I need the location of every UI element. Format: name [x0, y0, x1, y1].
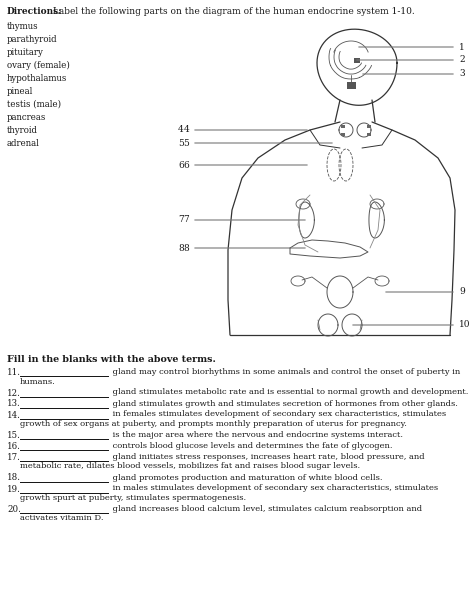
Text: pituitary: pituitary [7, 48, 44, 57]
Text: 4: 4 [178, 126, 184, 134]
Text: testis (male): testis (male) [7, 100, 61, 109]
Text: thymus: thymus [7, 22, 38, 31]
Text: 5: 5 [178, 139, 184, 148]
Text: 8: 8 [178, 243, 184, 252]
Text: humans.: humans. [20, 377, 56, 386]
Text: controls blood glucose levels and determines the fate of glycogen.: controls blood glucose levels and determ… [110, 442, 392, 450]
Text: 6: 6 [183, 161, 189, 170]
Text: 14.: 14. [7, 411, 21, 419]
Text: 3: 3 [459, 70, 465, 79]
Text: 8: 8 [183, 243, 189, 252]
Text: 12.: 12. [7, 389, 21, 397]
Text: is the major area where the nervous and endocrine systems interact.: is the major area where the nervous and … [110, 431, 403, 439]
Text: adrenal: adrenal [7, 139, 40, 148]
Text: 1: 1 [459, 42, 465, 52]
Text: 11.: 11. [7, 368, 21, 377]
Text: gland initiates stress responses, increases heart rate, blood pressure, and: gland initiates stress responses, increa… [110, 453, 425, 461]
Text: pineal: pineal [7, 87, 33, 96]
Text: gland stimulates growth and stimulates secretion of hormones from other glands.: gland stimulates growth and stimulates s… [110, 399, 458, 408]
Text: ovary (female): ovary (female) [7, 61, 70, 70]
Text: 7: 7 [178, 215, 184, 224]
Text: metabolic rate, dilates blood vessels, mobilizes fat and raises blood sugar leve: metabolic rate, dilates blood vessels, m… [20, 462, 360, 471]
Text: 13.: 13. [7, 399, 21, 409]
Text: growth of sex organs at puberty, and prompts monthly preparation of uterus for p: growth of sex organs at puberty, and pro… [20, 420, 407, 428]
Text: pancreas: pancreas [7, 113, 46, 122]
Text: 16.: 16. [7, 442, 21, 451]
Text: Label the following parts on the diagram of the human endocrine system 1-10.: Label the following parts on the diagram… [50, 7, 415, 16]
Text: gland promotes production and maturation of white blood cells.: gland promotes production and maturation… [110, 474, 383, 481]
Text: 5: 5 [183, 139, 189, 148]
Text: 20.: 20. [7, 505, 21, 514]
Text: 17.: 17. [7, 453, 21, 462]
Text: in males stimulates development of secondary sex characteristics, stimulates: in males stimulates development of secon… [110, 484, 438, 493]
Text: gland increases blood calcium level, stimulates calcium reabsorption and: gland increases blood calcium level, sti… [110, 505, 422, 513]
Text: gland may control biorhythms in some animals and control the onset of puberty in: gland may control biorhythms in some ani… [110, 368, 460, 376]
Text: 2: 2 [459, 55, 465, 64]
Text: gland stimulates metabolic rate and is essential to normal growth and developmen: gland stimulates metabolic rate and is e… [110, 389, 468, 396]
Text: 6: 6 [178, 161, 184, 170]
Text: in females stimulates development of secondary sex characteristics, stimulates: in females stimulates development of sec… [110, 411, 446, 418]
Text: parathyroid: parathyroid [7, 35, 58, 44]
Text: Fill in the blanks with the above terms.: Fill in the blanks with the above terms. [7, 355, 216, 364]
Text: growth spurt at puberty, stimulates spermatogenesis.: growth spurt at puberty, stimulates sper… [20, 494, 246, 502]
Text: 19.: 19. [7, 484, 21, 493]
Text: 18.: 18. [7, 474, 21, 483]
Text: thyroid: thyroid [7, 126, 38, 135]
Text: hypothalamus: hypothalamus [7, 74, 67, 83]
Text: 10: 10 [459, 321, 471, 330]
Text: 7: 7 [183, 215, 189, 224]
Text: 15.: 15. [7, 431, 21, 440]
Text: Directions:: Directions: [7, 7, 63, 16]
Text: activates vitamin D.: activates vitamin D. [20, 515, 103, 522]
Text: 9: 9 [459, 287, 465, 296]
Text: 4: 4 [183, 126, 189, 134]
